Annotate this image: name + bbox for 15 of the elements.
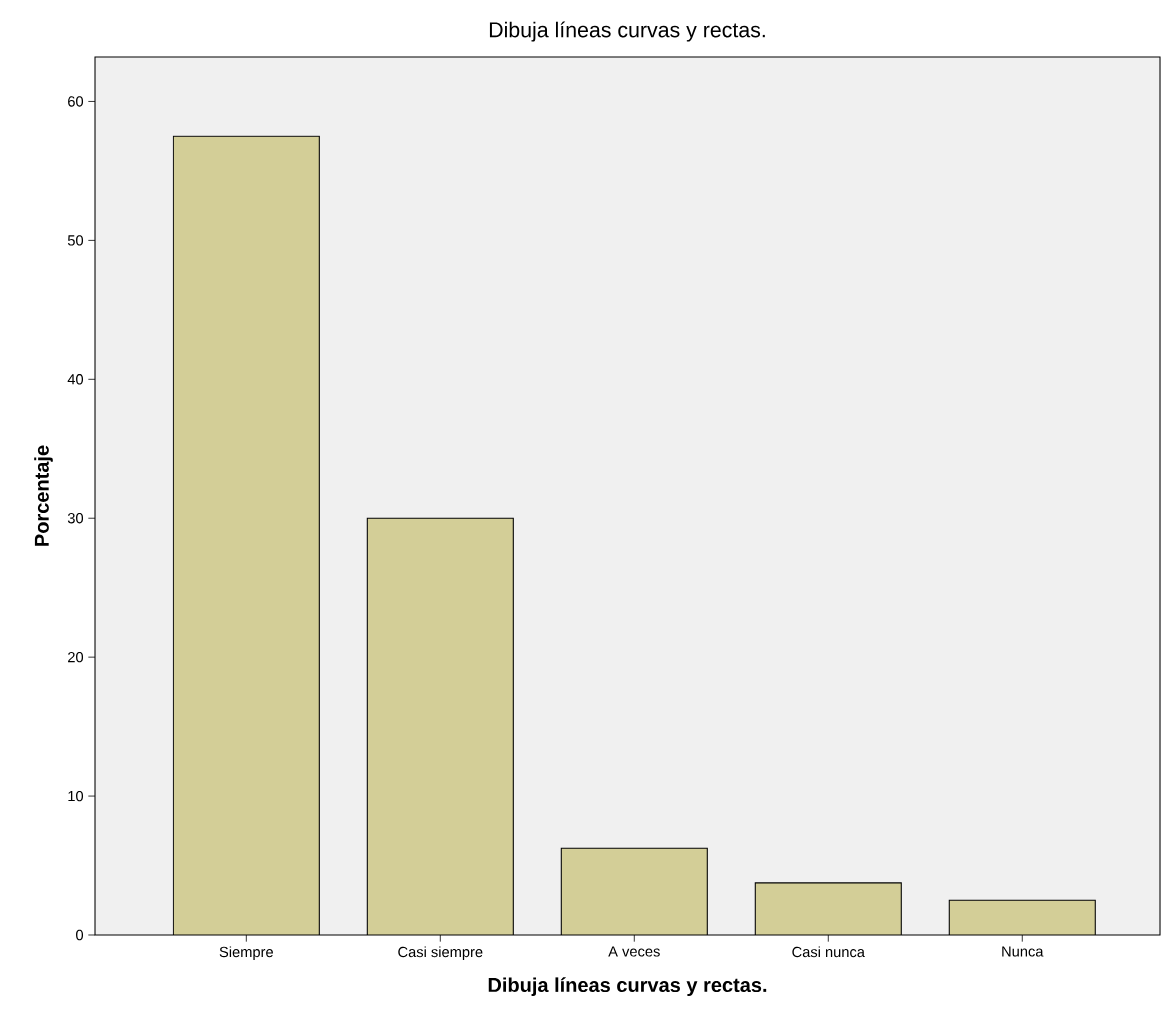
chart-title: Dibuja líneas curvas y rectas.	[489, 21, 765, 42]
y-tick-label: 10	[68, 790, 84, 802]
y-tick-label: 30	[67, 513, 84, 524]
x-tick-label: Siempre	[219, 946, 273, 961]
x-tick-label: Casi nunca	[792, 946, 865, 958]
y-axis-title: Porcentaje	[34, 445, 53, 546]
x-axis-title: Dibuja líneas curvas y rectas.	[488, 977, 767, 997]
x-tick-label: Nunca	[1002, 946, 1044, 957]
y-tick-label: 20	[68, 651, 84, 663]
y-tick-label: 60	[68, 96, 84, 107]
x-tick-label: A veces	[608, 946, 660, 957]
y-tick-label: 0	[76, 929, 84, 941]
x-tick-label: Casi siempre	[398, 946, 483, 961]
y-tick-label: 40	[67, 374, 84, 385]
y-tick-label: 50	[67, 235, 84, 246]
